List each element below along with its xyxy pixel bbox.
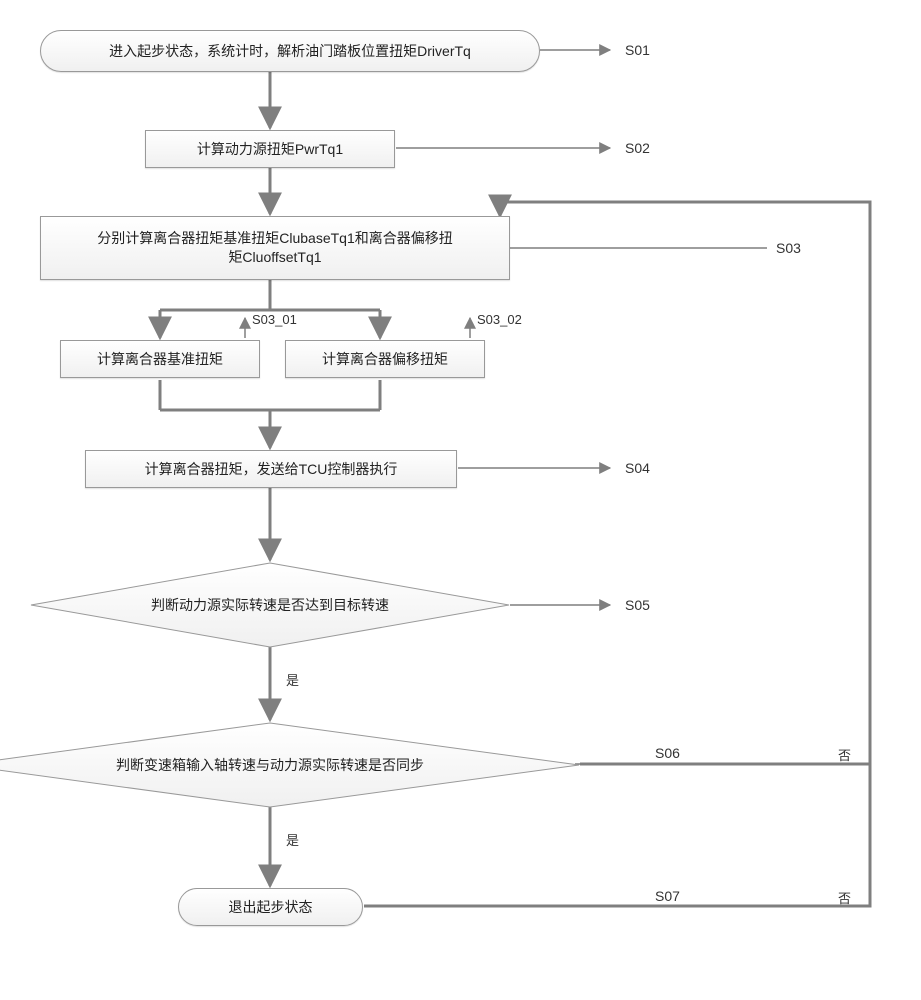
node-s01-text: 进入起步状态，系统计时，解析油门踏板位置扭矩DriverTq <box>109 42 471 61</box>
node-s07-text: 退出起步状态 <box>229 898 313 917</box>
node-s03: 分别计算离合器扭矩基准扭矩ClubaseTq1和离合器偏移扭 矩Cluoffse… <box>40 216 510 280</box>
node-s04-text: 计算离合器扭矩，发送给TCU控制器执行 <box>145 460 398 479</box>
edge-label-yes-2: 是 <box>286 830 299 849</box>
step-label-s02: S02 <box>625 140 650 156</box>
node-s01: 进入起步状态，系统计时，解析油门踏板位置扭矩DriverTq <box>40 30 540 72</box>
node-s03-02-text: 计算离合器偏移扭矩 <box>322 350 448 369</box>
step-label-s06: S06 <box>655 745 680 761</box>
node-s03-01: 计算离合器基准扭矩 <box>60 340 260 378</box>
node-s04: 计算离合器扭矩，发送给TCU控制器执行 <box>85 450 457 488</box>
node-s03-01-text: 计算离合器基准扭矩 <box>97 350 223 369</box>
node-s05: 判断动力源实际转速是否达到目标转速 <box>30 562 510 648</box>
node-s02-text: 计算动力源扭矩PwrTq1 <box>197 140 343 159</box>
node-s03-text: 分别计算离合器扭矩基准扭矩ClubaseTq1和离合器偏移扭 矩Cluoffse… <box>97 229 453 267</box>
node-s03-02: 计算离合器偏移扭矩 <box>285 340 485 378</box>
flowchart-canvas: 进入起步状态，系统计时，解析油门踏板位置扭矩DriverTq S01 计算动力源… <box>20 20 900 980</box>
step-label-s05: S05 <box>625 597 650 613</box>
edge-label-yes-1: 是 <box>286 670 299 689</box>
step-label-s03: S03 <box>776 240 801 256</box>
edge-label-no-1: 否 <box>838 745 851 764</box>
node-s07: 退出起步状态 <box>178 888 363 926</box>
step-label-s04: S04 <box>625 460 650 476</box>
step-label-s03-02: S03_02 <box>477 312 522 327</box>
node-s06: 判断变速箱输入轴转速与动力源实际转速是否同步 <box>0 722 580 808</box>
step-label-s07: S07 <box>655 888 680 904</box>
node-s02: 计算动力源扭矩PwrTq1 <box>145 130 395 168</box>
step-label-s03-01: S03_01 <box>252 312 297 327</box>
step-label-s01: S01 <box>625 42 650 58</box>
edge-label-no-2: 否 <box>838 888 851 907</box>
